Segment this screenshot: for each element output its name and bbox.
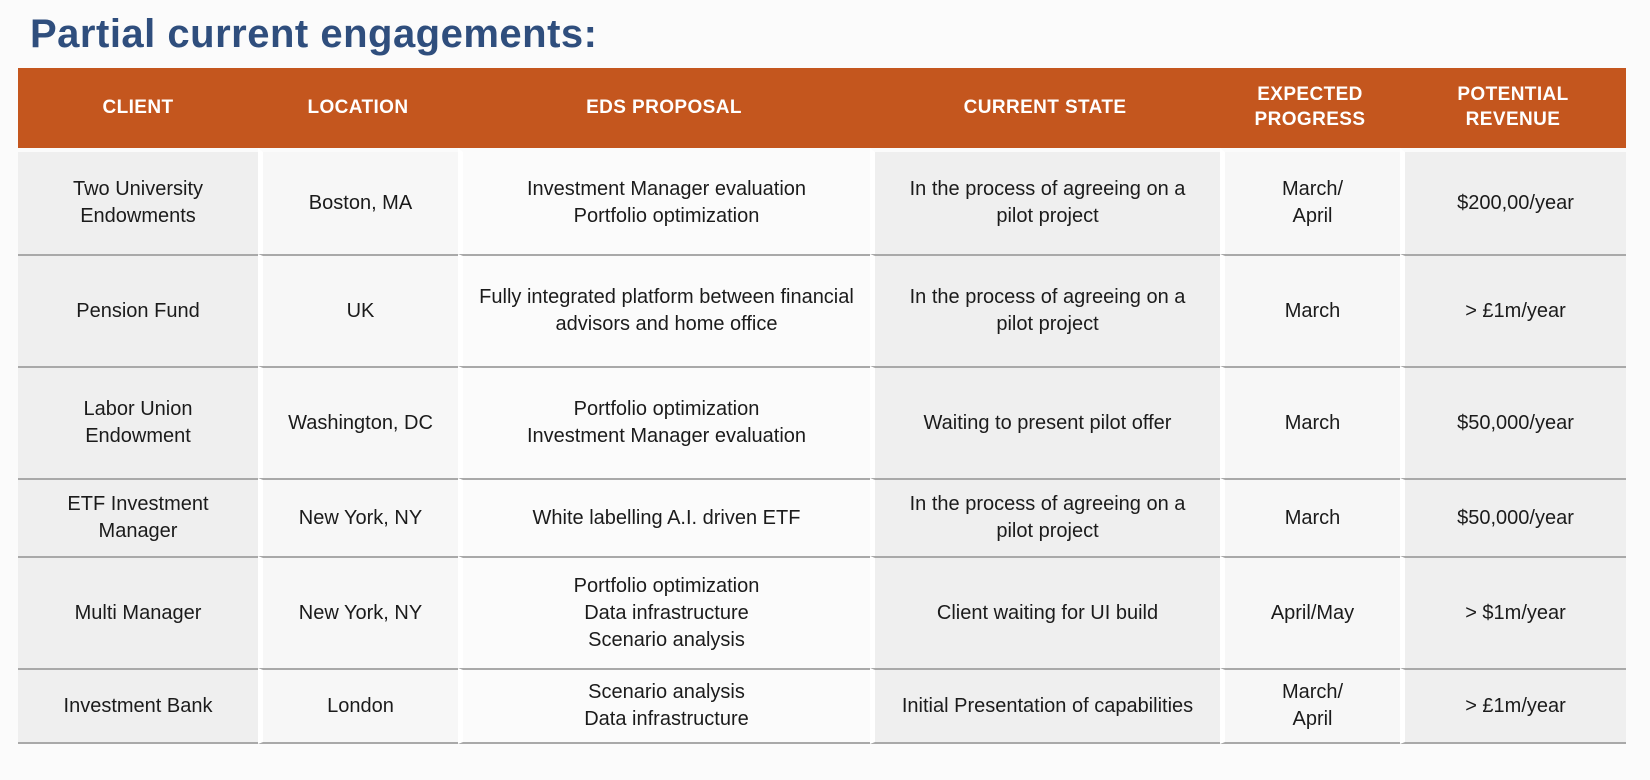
cell-proposal: Portfolio optimization Investment Manage… [458, 366, 870, 478]
cell-progress: March [1220, 366, 1400, 478]
table-header-row: CLIENT LOCATION EDS PROPOSAL CURRENT STA… [18, 68, 1626, 148]
header-cell-state: CURRENT STATE [870, 68, 1220, 148]
cell-client: Two University Endowments [18, 148, 258, 254]
cell-revenue: > £1m/year [1400, 254, 1626, 366]
cell-state: Initial Presentation of capabilities [870, 668, 1220, 744]
header-cell-location: LOCATION [258, 68, 458, 148]
header-cell-proposal: EDS PROPOSAL [458, 68, 870, 148]
cell-state: In the process of agreeing on a pilot pr… [870, 148, 1220, 254]
cell-proposal: Investment Manager evaluation Portfolio … [458, 148, 870, 254]
cell-progress: March [1220, 478, 1400, 556]
table-header: CLIENT LOCATION EDS PROPOSAL CURRENT STA… [18, 68, 1626, 148]
cell-client: Labor Union Endowment [18, 366, 258, 478]
cell-progress: April/May [1220, 556, 1400, 668]
cell-state: Waiting to present pilot offer [870, 366, 1220, 478]
page-title: Partial current engagements: [30, 12, 598, 56]
cell-proposal: Fully integrated platform between financ… [458, 254, 870, 366]
cell-state: In the process of agreeing on a pilot pr… [870, 478, 1220, 556]
cell-location: New York, NY [258, 478, 458, 556]
table-body: Two University Endowments Boston, MA Inv… [18, 148, 1626, 744]
cell-location: UK [258, 254, 458, 366]
cell-revenue: $50,000/year [1400, 478, 1626, 556]
table-row: Pension Fund UK Fully integrated platfor… [18, 254, 1626, 366]
cell-proposal: Portfolio optimization Data infrastructu… [458, 556, 870, 668]
cell-location: New York, NY [258, 556, 458, 668]
engagements-table: CLIENT LOCATION EDS PROPOSAL CURRENT STA… [18, 68, 1626, 744]
cell-progress: March/ April [1220, 668, 1400, 744]
cell-revenue: $200,00/year [1400, 148, 1626, 254]
cell-progress: March/ April [1220, 148, 1400, 254]
cell-progress: March [1220, 254, 1400, 366]
cell-client: Pension Fund [18, 254, 258, 366]
cell-revenue: $50,000/year [1400, 366, 1626, 478]
cell-revenue: > £1m/year [1400, 668, 1626, 744]
cell-location: Boston, MA [258, 148, 458, 254]
cell-client: ETF Investment Manager [18, 478, 258, 556]
cell-proposal: White labelling A.I. driven ETF [458, 478, 870, 556]
table-row: Labor Union Endowment Washington, DC Por… [18, 366, 1626, 478]
cell-location: London [258, 668, 458, 744]
cell-revenue: > $1m/year [1400, 556, 1626, 668]
header-cell-progress: EXPECTED PROGRESS [1220, 68, 1400, 148]
table-row: Investment Bank London Scenario analysis… [18, 668, 1626, 744]
cell-proposal: Scenario analysis Data infrastructure [458, 668, 870, 744]
header-cell-revenue: POTENTIAL REVENUE [1400, 68, 1626, 148]
table-row: Multi Manager New York, NY Portfolio opt… [18, 556, 1626, 668]
cell-state: Client waiting for UI build [870, 556, 1220, 668]
cell-client: Multi Manager [18, 556, 258, 668]
cell-state: In the process of agreeing on a pilot pr… [870, 254, 1220, 366]
table-row: Two University Endowments Boston, MA Inv… [18, 148, 1626, 254]
cell-location: Washington, DC [258, 366, 458, 478]
cell-client: Investment Bank [18, 668, 258, 744]
header-cell-client: CLIENT [18, 68, 258, 148]
table-row: ETF Investment Manager New York, NY Whit… [18, 478, 1626, 556]
